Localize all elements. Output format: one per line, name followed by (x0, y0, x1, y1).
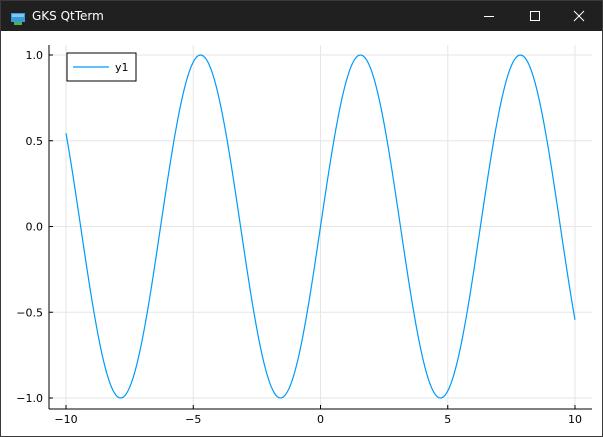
gks-app-icon (11, 10, 25, 25)
y-tick-label: 0.5 (26, 135, 44, 148)
x-tick-label: −10 (54, 413, 77, 426)
minimize-icon (484, 16, 494, 17)
close-icon (573, 10, 585, 22)
y-tick-label: 0.0 (26, 221, 44, 234)
x-tick-label: 0 (317, 413, 324, 426)
axes: −10 −5 0 5 10 −1.0 −0.5 0.0 0.5 1.0 (16, 45, 592, 426)
x-tick-label: −5 (185, 413, 201, 426)
minimize-button[interactable] (466, 1, 512, 31)
y-tick-label: 1.0 (26, 49, 44, 62)
title-bar[interactable]: GKS QtTerm (1, 1, 602, 31)
x-tick-label: 10 (568, 413, 582, 426)
series-line-y1 (65, 54, 576, 399)
close-button[interactable] (556, 1, 602, 31)
window-title: GKS QtTerm (32, 9, 104, 23)
sine-chart: −10 −5 0 5 10 −1.0 −0.5 0.0 0.5 1.0 y1 (16, 45, 592, 426)
y-tick-label: −0.5 (16, 306, 43, 319)
y-tick-label: −1.0 (16, 392, 43, 405)
maximize-icon (530, 11, 540, 21)
x-tick-label: 5 (444, 413, 451, 426)
legend-label: y1 (115, 61, 129, 74)
grid (49, 45, 592, 409)
series-layer (65, 54, 576, 399)
maximize-button[interactable] (512, 1, 558, 31)
legend: y1 (66, 52, 137, 82)
plot-area: −10 −5 0 5 10 −1.0 −0.5 0.0 0.5 1.0 y1 (1, 31, 602, 436)
